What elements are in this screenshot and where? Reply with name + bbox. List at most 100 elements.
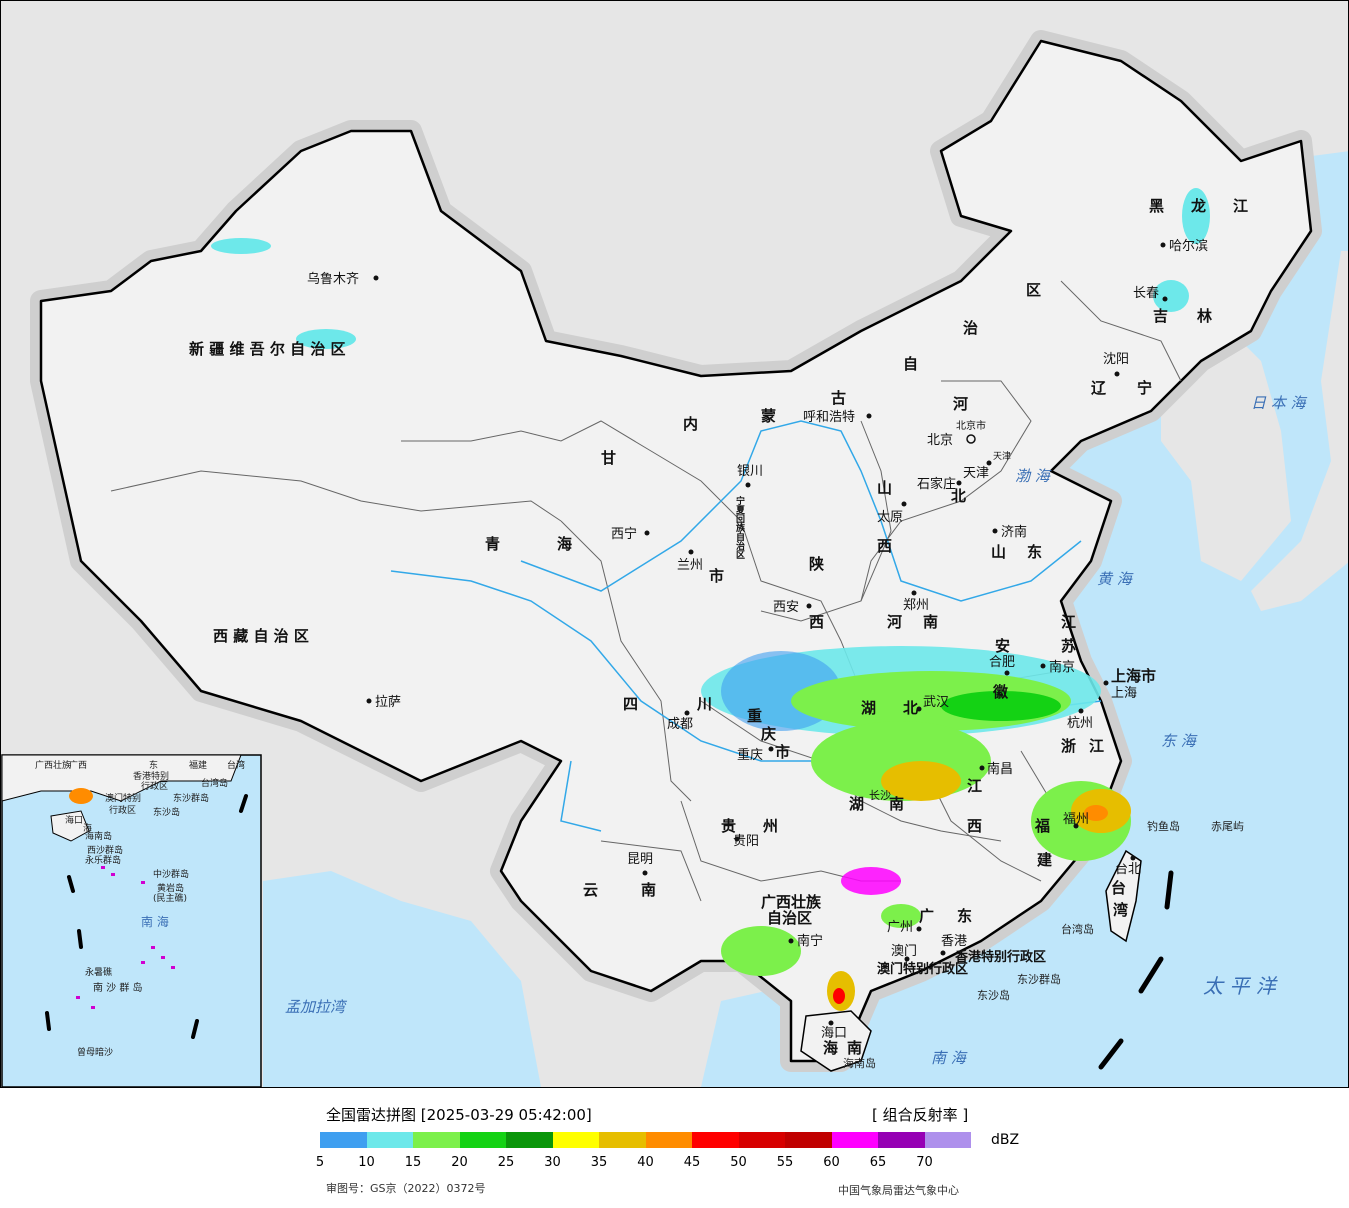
city-taipei: 台北	[1115, 862, 1141, 877]
sea-bengal: 孟加拉湾	[285, 998, 348, 1016]
legend-tick: 70	[916, 1155, 933, 1170]
label-hebei-1: 河	[953, 395, 968, 413]
city-yinchuan: 银川	[737, 464, 763, 479]
legend-title: 全国雷达拼图 [2025-03-29 05:42:00]	[326, 1106, 592, 1124]
legend-swatch	[878, 1132, 925, 1148]
label-shanghai: 上海市	[1111, 667, 1156, 685]
label-heilongjiang-2: 龙	[1190, 197, 1206, 215]
label-xizang: 西 藏 自 治 区	[213, 627, 309, 645]
city-beijing: 北京	[927, 433, 953, 448]
inset-mo-2: 行政区	[109, 804, 136, 816]
legend-swatch	[413, 1132, 460, 1148]
inset-xisha: 西沙群岛	[87, 844, 123, 856]
legend-swatch	[506, 1132, 553, 1148]
city-nanjing: 南京	[1049, 659, 1075, 675]
label-guangdong-1: 广	[919, 907, 934, 925]
legend-swatch	[552, 1132, 599, 1148]
korea-peninsula	[1161, 331, 1291, 581]
label-heilongjiang-1: 黑	[1149, 197, 1164, 215]
sea-south-china: 南 海	[931, 1049, 968, 1067]
legend-swatch	[831, 1132, 878, 1148]
inset-dong: 东	[149, 759, 158, 771]
city-guangzhou: 广州	[887, 920, 913, 935]
label-yunnan-2: 南	[641, 881, 656, 899]
legend-tick: 45	[683, 1155, 701, 1170]
label-hebei-2: 北	[951, 487, 966, 505]
approval-number: 审图号：GS京（2022）0372号	[326, 1182, 486, 1195]
inset-hk-1: 香港特别	[133, 770, 169, 782]
city-changchun: 长春	[1133, 286, 1159, 301]
hainan-island	[800, 1010, 872, 1072]
city-hefei: 合肥	[989, 655, 1015, 670]
label-shandong-2: 东	[1027, 543, 1042, 561]
legend-unit: dBZ	[991, 1132, 1020, 1148]
inset-yongshu: 永暑礁	[85, 966, 112, 978]
label-shandong-1: 山	[991, 543, 1006, 561]
city-haikou: 海口	[821, 1026, 847, 1041]
taiwan-island	[1105, 849, 1142, 943]
sea-labels: 日 本 海 渤 海 黄 海 东 海 太 平 洋 南 海 孟加拉湾	[285, 394, 1308, 1067]
label-chongqing-2: 庆	[761, 725, 776, 743]
city-chongqing: 重庆	[737, 747, 763, 763]
legend-tick: 20	[451, 1155, 468, 1170]
legend-swatch	[785, 1132, 832, 1148]
legend-swatch	[459, 1132, 506, 1148]
label-hubei-1: 湖	[861, 699, 876, 717]
label-sichuan-2: 川	[696, 695, 712, 713]
city-hongkong: 香港	[941, 934, 967, 949]
label-zhejiang-2: 江	[1089, 737, 1104, 755]
label-guangxi-1: 广西壮族	[761, 893, 822, 911]
city-beijing-shi: 北京市	[956, 419, 986, 432]
label-guangdong-2: 东	[957, 907, 972, 925]
city-shijiazhuang: 石家庄	[917, 476, 956, 492]
label-chongqing-3: 市	[775, 743, 790, 761]
label-yunnan-1: 云	[583, 881, 598, 899]
inset-guangxi: 广西	[69, 759, 87, 771]
label-jiangsu-1: 江	[1061, 613, 1076, 631]
city-shenyang: 沈阳	[1103, 352, 1129, 367]
label-neimenggu-6: 区	[1026, 281, 1041, 299]
label-qinghai-1: 青	[485, 535, 500, 553]
maritime-boundary-marks	[1098, 870, 1174, 1070]
inset-zhongsha: 中沙群岛	[153, 868, 189, 880]
label-hunan-2: 南	[889, 795, 904, 813]
city-markers	[366, 242, 1168, 1026]
label-neimenggu-3: 古	[831, 389, 846, 407]
city-jinan: 济南	[1001, 524, 1027, 540]
inset-nansha: 南 沙 群 岛	[93, 981, 143, 994]
island-diaoyu: 钓鱼岛	[1147, 819, 1180, 833]
radar-echoes	[211, 188, 1210, 1011]
agency-name: 中国气象局雷达气象中心	[838, 1184, 959, 1197]
label-xinjiang: 新 疆 维 吾 尔 自 治 区	[189, 340, 346, 358]
label-ningxia: 宁夏回族自治区	[734, 495, 746, 559]
legend-tick: 65	[869, 1155, 887, 1170]
city-tianjin: 天津	[963, 466, 989, 481]
label-neimenggu-5: 治	[963, 319, 978, 337]
city-tianjin-shi: 天津	[993, 451, 1011, 462]
label-liaoning-2: 宁	[1137, 379, 1152, 397]
legend-tick: 40	[637, 1155, 654, 1170]
inset-dongsha-qundao: 东沙群岛	[173, 792, 209, 804]
label-chongqing-1: 重	[747, 707, 762, 725]
inset-minzhu: (民主礁)	[153, 892, 187, 904]
label-jiangxi-2: 西	[967, 817, 982, 835]
island-dongsha-dao: 东沙岛	[977, 988, 1010, 1002]
south-china-sea-inset: 广西壮族 香港特别 行政区 澳门特别 行政区 台湾 台湾岛 东沙群岛 东沙岛 海…	[1, 754, 262, 1087]
indochina	[541, 961, 741, 1087]
label-jiangsu-2: 苏	[1061, 637, 1076, 655]
inset-haikou: 海口	[65, 814, 83, 826]
city-lhasa: 拉萨	[375, 695, 401, 710]
label-neimenggu-1: 内	[683, 415, 698, 433]
city-nanning: 南宁	[797, 933, 823, 949]
label-shanxi-2: 西	[877, 537, 892, 555]
city-wuhan: 武汉	[923, 695, 949, 710]
label-hongkong-sar: 香港特别行政区	[954, 949, 1046, 965]
label-taiwan-2: 湾	[1113, 901, 1128, 919]
inset-taiwan-dao: 台湾岛	[201, 777, 228, 789]
label-tianjin-shi: 市	[709, 567, 724, 585]
label-jiangxi-1: 江	[967, 777, 982, 795]
city-fuzhou: 福州	[1063, 812, 1089, 827]
label-shaanxi-2: 西	[809, 613, 824, 631]
island-hainan-dao: 海南岛	[843, 1056, 876, 1070]
legend-swatch	[692, 1132, 739, 1148]
